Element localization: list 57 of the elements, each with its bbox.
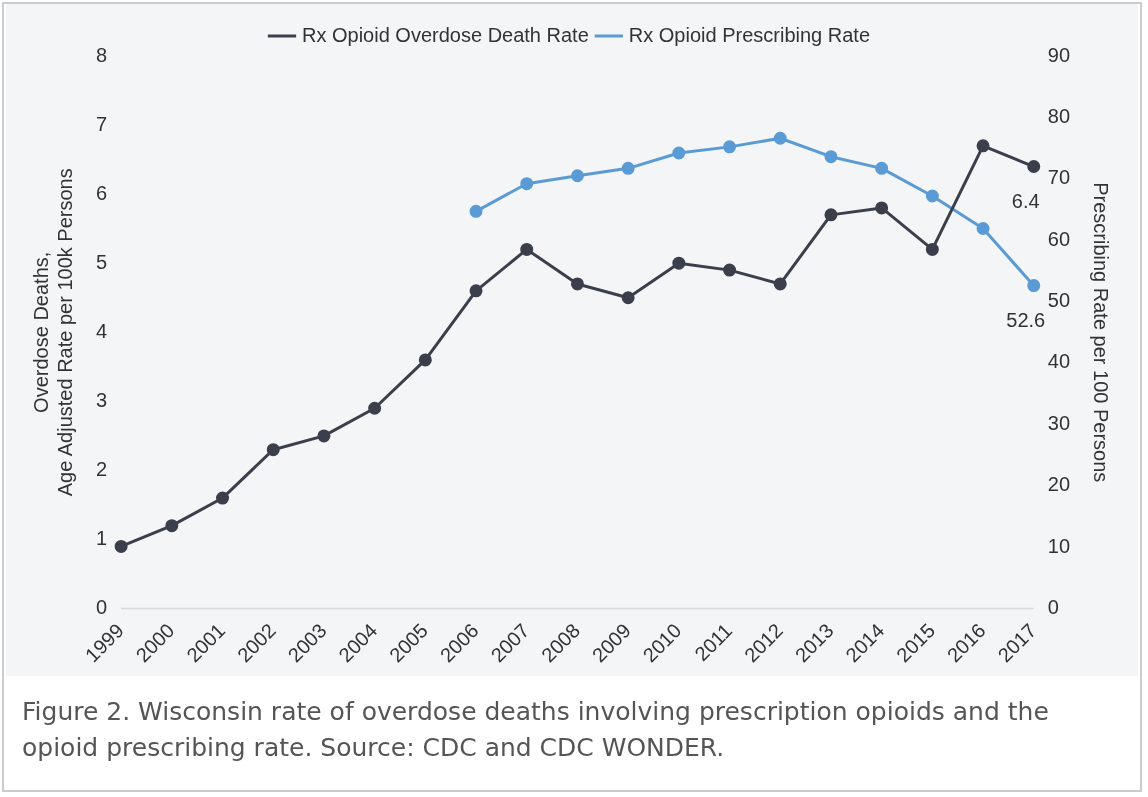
- point: [976, 222, 990, 236]
- y-axis-title: Overdose Deaths, Age Adjusted Rate per 100k Persons: [29, 168, 76, 497]
- y-tick-label: 4: [96, 319, 108, 342]
- point: [773, 131, 787, 145]
- point: [469, 204, 483, 218]
- y-tick-label: 8: [96, 43, 108, 66]
- point: [621, 161, 635, 175]
- y2-tick-label: 20: [1047, 473, 1070, 496]
- y2-tick-label: 80: [1047, 104, 1070, 127]
- point: [672, 256, 686, 270]
- y2-tick-label: 70: [1047, 166, 1070, 189]
- point: [418, 353, 432, 367]
- point: [520, 177, 534, 191]
- y-tick-label: 1: [96, 527, 108, 550]
- point: [1027, 160, 1041, 174]
- point: [925, 242, 939, 256]
- y2-tick-label: 10: [1047, 534, 1070, 557]
- data-label: 6.4: [1011, 190, 1040, 213]
- point: [621, 291, 635, 305]
- point: [723, 140, 737, 154]
- point: [570, 169, 584, 183]
- y2-tick-label: 90: [1047, 43, 1070, 66]
- point: [824, 150, 838, 164]
- point: [570, 277, 584, 291]
- point: [469, 284, 483, 298]
- point: [114, 539, 128, 553]
- point: [216, 491, 230, 505]
- point: [723, 263, 737, 277]
- y-tick-label: 6: [96, 181, 108, 204]
- y-tick-label: 3: [96, 388, 108, 411]
- point: [368, 401, 382, 415]
- y2-tick-label: 50: [1047, 289, 1070, 312]
- point: [165, 519, 179, 533]
- y-tick-label: 5: [96, 250, 108, 273]
- caption: Figure 2. Wisconsin rate of overdose deaths involving prescription opioids and the opioid prescribing rate. Source: CDC and CDC WONDER.: [22, 696, 1050, 764]
- y-tick-label: 7: [96, 112, 108, 135]
- point: [266, 443, 280, 457]
- legend-label: Rx Opioid Prescribing Rate: [628, 23, 871, 46]
- point: [875, 161, 889, 175]
- point: [773, 277, 787, 291]
- y2-tick-label: 40: [1047, 350, 1070, 373]
- point: [317, 429, 331, 443]
- legend-label: Rx Opioid Overdose Death Rate: [301, 23, 589, 46]
- point: [520, 242, 534, 256]
- point: [976, 139, 990, 153]
- y-tick-label: 2: [96, 457, 108, 480]
- point: [875, 201, 889, 215]
- point: [824, 208, 838, 222]
- y2-tick-label: 30: [1047, 411, 1070, 434]
- y2-tick-label: 0: [1047, 596, 1059, 619]
- y2-axis-title: Prescribing Rate per 100 Persons: [1090, 182, 1113, 483]
- y-tick-label: 0: [96, 596, 108, 619]
- point: [1027, 279, 1041, 293]
- point: [925, 189, 939, 203]
- point: [672, 146, 686, 160]
- data-label: 52.6: [1006, 309, 1046, 332]
- y2-tick-label: 60: [1047, 227, 1070, 250]
